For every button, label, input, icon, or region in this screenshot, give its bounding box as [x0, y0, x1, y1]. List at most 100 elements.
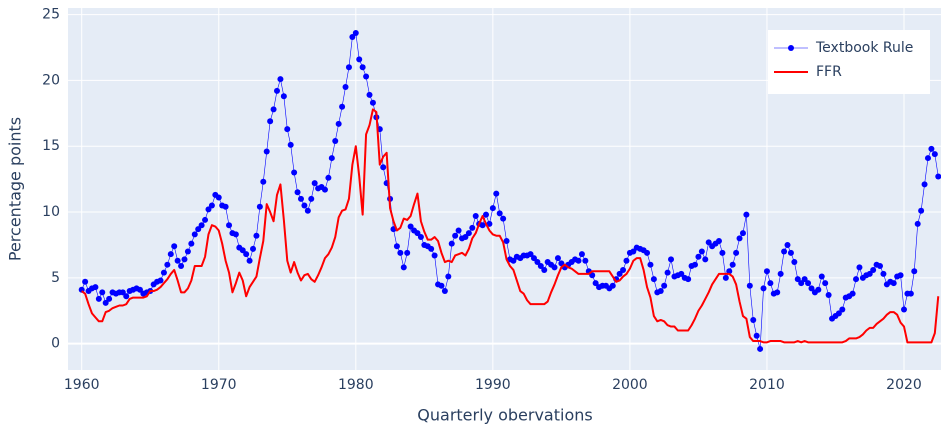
data-point	[493, 190, 500, 197]
data-point	[441, 288, 448, 295]
data-point	[188, 240, 195, 247]
data-point	[102, 299, 109, 306]
data-point	[739, 230, 746, 237]
data-point	[582, 257, 589, 264]
series-line	[81, 108, 940, 344]
data-point	[356, 56, 363, 63]
data-point	[202, 216, 209, 223]
data-point	[719, 249, 726, 256]
data-point	[890, 280, 897, 287]
data-point	[284, 126, 291, 133]
data-point	[95, 295, 102, 302]
data-point	[661, 282, 668, 289]
data-point	[616, 270, 623, 277]
data-point	[527, 251, 534, 258]
data-point	[798, 280, 805, 287]
data-point	[647, 261, 654, 268]
data-point	[931, 151, 938, 158]
data-point	[695, 253, 702, 260]
data-point	[181, 256, 188, 263]
data-point	[304, 207, 311, 214]
data-point	[801, 276, 808, 283]
data-point	[496, 210, 503, 217]
data-point	[345, 64, 352, 71]
data-point	[397, 249, 404, 256]
data-point	[287, 141, 294, 148]
data-point	[918, 207, 925, 214]
data-point	[877, 263, 884, 270]
legend-label: Textbook Rule	[815, 40, 913, 56]
data-point	[839, 306, 846, 313]
data-point	[215, 194, 222, 201]
data-point	[541, 266, 548, 273]
data-point	[657, 288, 664, 295]
data-point	[897, 272, 904, 279]
data-point	[297, 195, 304, 202]
data-point	[339, 103, 346, 110]
data-point	[205, 206, 212, 213]
data-point	[750, 316, 757, 323]
data-point	[924, 155, 931, 162]
data-point	[308, 195, 315, 202]
data-point	[575, 257, 582, 264]
data-point	[900, 306, 907, 313]
data-point	[781, 248, 788, 255]
data-point	[907, 290, 914, 297]
data-point	[253, 232, 260, 239]
data-point	[472, 212, 479, 219]
data-point	[246, 257, 253, 264]
data-point	[243, 251, 250, 258]
data-point	[195, 226, 202, 233]
data-point	[400, 264, 407, 271]
data-point	[650, 276, 657, 283]
data-point	[250, 245, 257, 252]
data-point	[239, 247, 246, 254]
data-point	[928, 145, 935, 152]
data-point	[171, 243, 178, 250]
data-point	[530, 255, 537, 262]
data-point	[578, 251, 585, 258]
data-point	[818, 273, 825, 280]
data-point	[328, 155, 335, 162]
data-point	[349, 33, 356, 40]
data-point	[352, 30, 359, 37]
data-point	[325, 174, 332, 181]
data-point	[935, 173, 941, 180]
data-point	[822, 280, 829, 287]
data-point	[222, 203, 229, 210]
data-point	[722, 274, 729, 281]
data-point	[609, 282, 616, 289]
data-point	[448, 240, 455, 247]
data-point	[191, 231, 198, 238]
data-point	[500, 215, 507, 222]
data-point	[743, 211, 750, 218]
data-point	[263, 148, 270, 155]
data-point	[438, 282, 445, 289]
data-point	[208, 202, 215, 209]
data-point	[280, 93, 287, 100]
data-point	[404, 249, 411, 256]
data-point	[757, 345, 764, 352]
x-axis-title: Quarterly obervations	[417, 406, 592, 425]
data-point	[870, 266, 877, 273]
data-point	[791, 259, 798, 266]
data-point	[136, 286, 143, 293]
data-point	[359, 64, 366, 71]
data-point	[794, 276, 801, 283]
data-point	[835, 310, 842, 317]
data-point	[911, 268, 918, 275]
data-point	[592, 280, 599, 287]
data-point	[301, 202, 308, 209]
legend-box	[768, 30, 930, 94]
data-point	[184, 248, 191, 255]
data-point	[921, 181, 928, 188]
y-tick-label: 5	[51, 270, 60, 286]
data-point	[558, 260, 565, 267]
data-point	[760, 285, 767, 292]
data-point	[825, 291, 832, 298]
data-point	[880, 270, 887, 277]
data-point	[232, 231, 239, 238]
data-point	[428, 245, 435, 252]
data-point	[736, 235, 743, 242]
